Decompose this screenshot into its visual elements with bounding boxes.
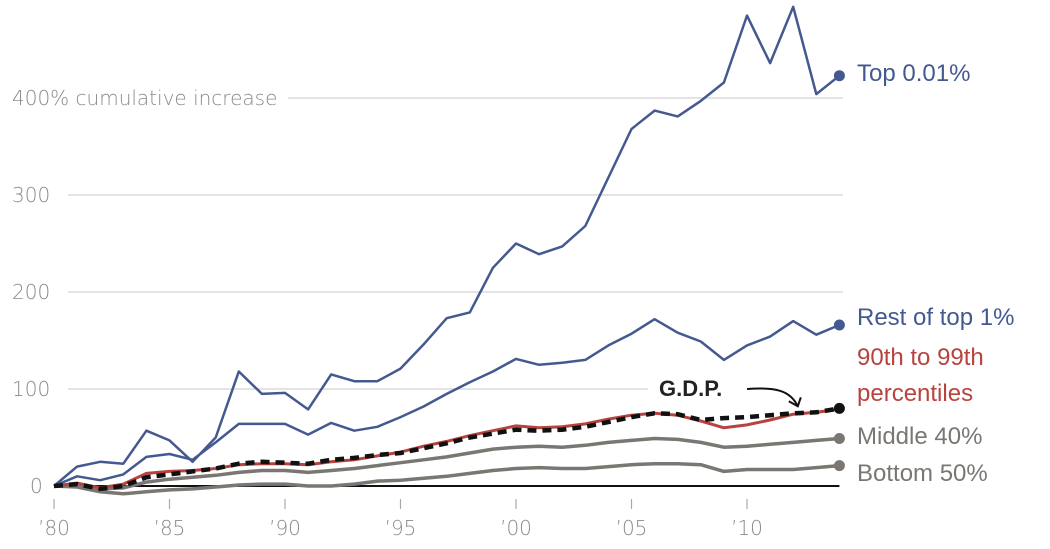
gdp-arrow-icon [746,387,799,407]
gridlines [68,97,843,390]
x-tick-label: ’90 [269,516,301,540]
series-end-dot-middle-40 [833,432,845,444]
y-tick-label: 0 [30,474,43,498]
gdp-annotation: G.D.P. [659,376,802,408]
y-tick-label: 100 [12,377,50,401]
x-tick-label: ’10 [731,516,763,540]
x-tick-label: ’05 [616,516,648,540]
x-axis: ’80 ’85 ’90 ’95 ’00 ’05 ’10 [38,485,840,540]
series-end-dot-top-0-01 [833,70,845,82]
series-line-bottom-50 [53,461,840,496]
series-line-g-d-p [53,406,840,492]
series-line-top-0-01 [53,5,841,487]
series-lines [53,5,845,496]
x-tick-label: ’80 [38,516,70,540]
series-label: Middle 40% [857,423,982,450]
gdp-arrowhead-icon [788,396,802,408]
series-label: Top 0.01% [857,60,970,87]
series-line-rest-of-top-1 [53,317,840,488]
series-labels: Top 0.01% Rest of top 1% 90th to 99th perce… [857,60,1014,487]
series-label: percentiles [857,380,973,407]
x-tick-label: ’00 [500,516,532,540]
series-end-dot-rest-of-top-1 [833,319,845,331]
y-tick-label: 300 [12,183,50,207]
series-label: 90th to 99th [857,344,984,371]
series-end-dot-bottom-50 [833,460,845,472]
series-label: Bottom 50% [857,460,988,487]
x-tick-label: ’95 [385,516,417,540]
y-tick-label: 200 [12,280,50,304]
gdp-annotation-label: G.D.P. [659,376,722,401]
y-tick-label: 400% cumulative increase [12,86,277,110]
series-line-middle-40 [53,436,840,491]
y-axis-tick-labels: 100 200 300 400% cumulative increase 0 [12,86,277,498]
series-label: Rest of top 1% [857,304,1014,331]
series-end-dot-g-d-p [833,402,845,414]
x-tick-label: ’85 [154,516,186,540]
